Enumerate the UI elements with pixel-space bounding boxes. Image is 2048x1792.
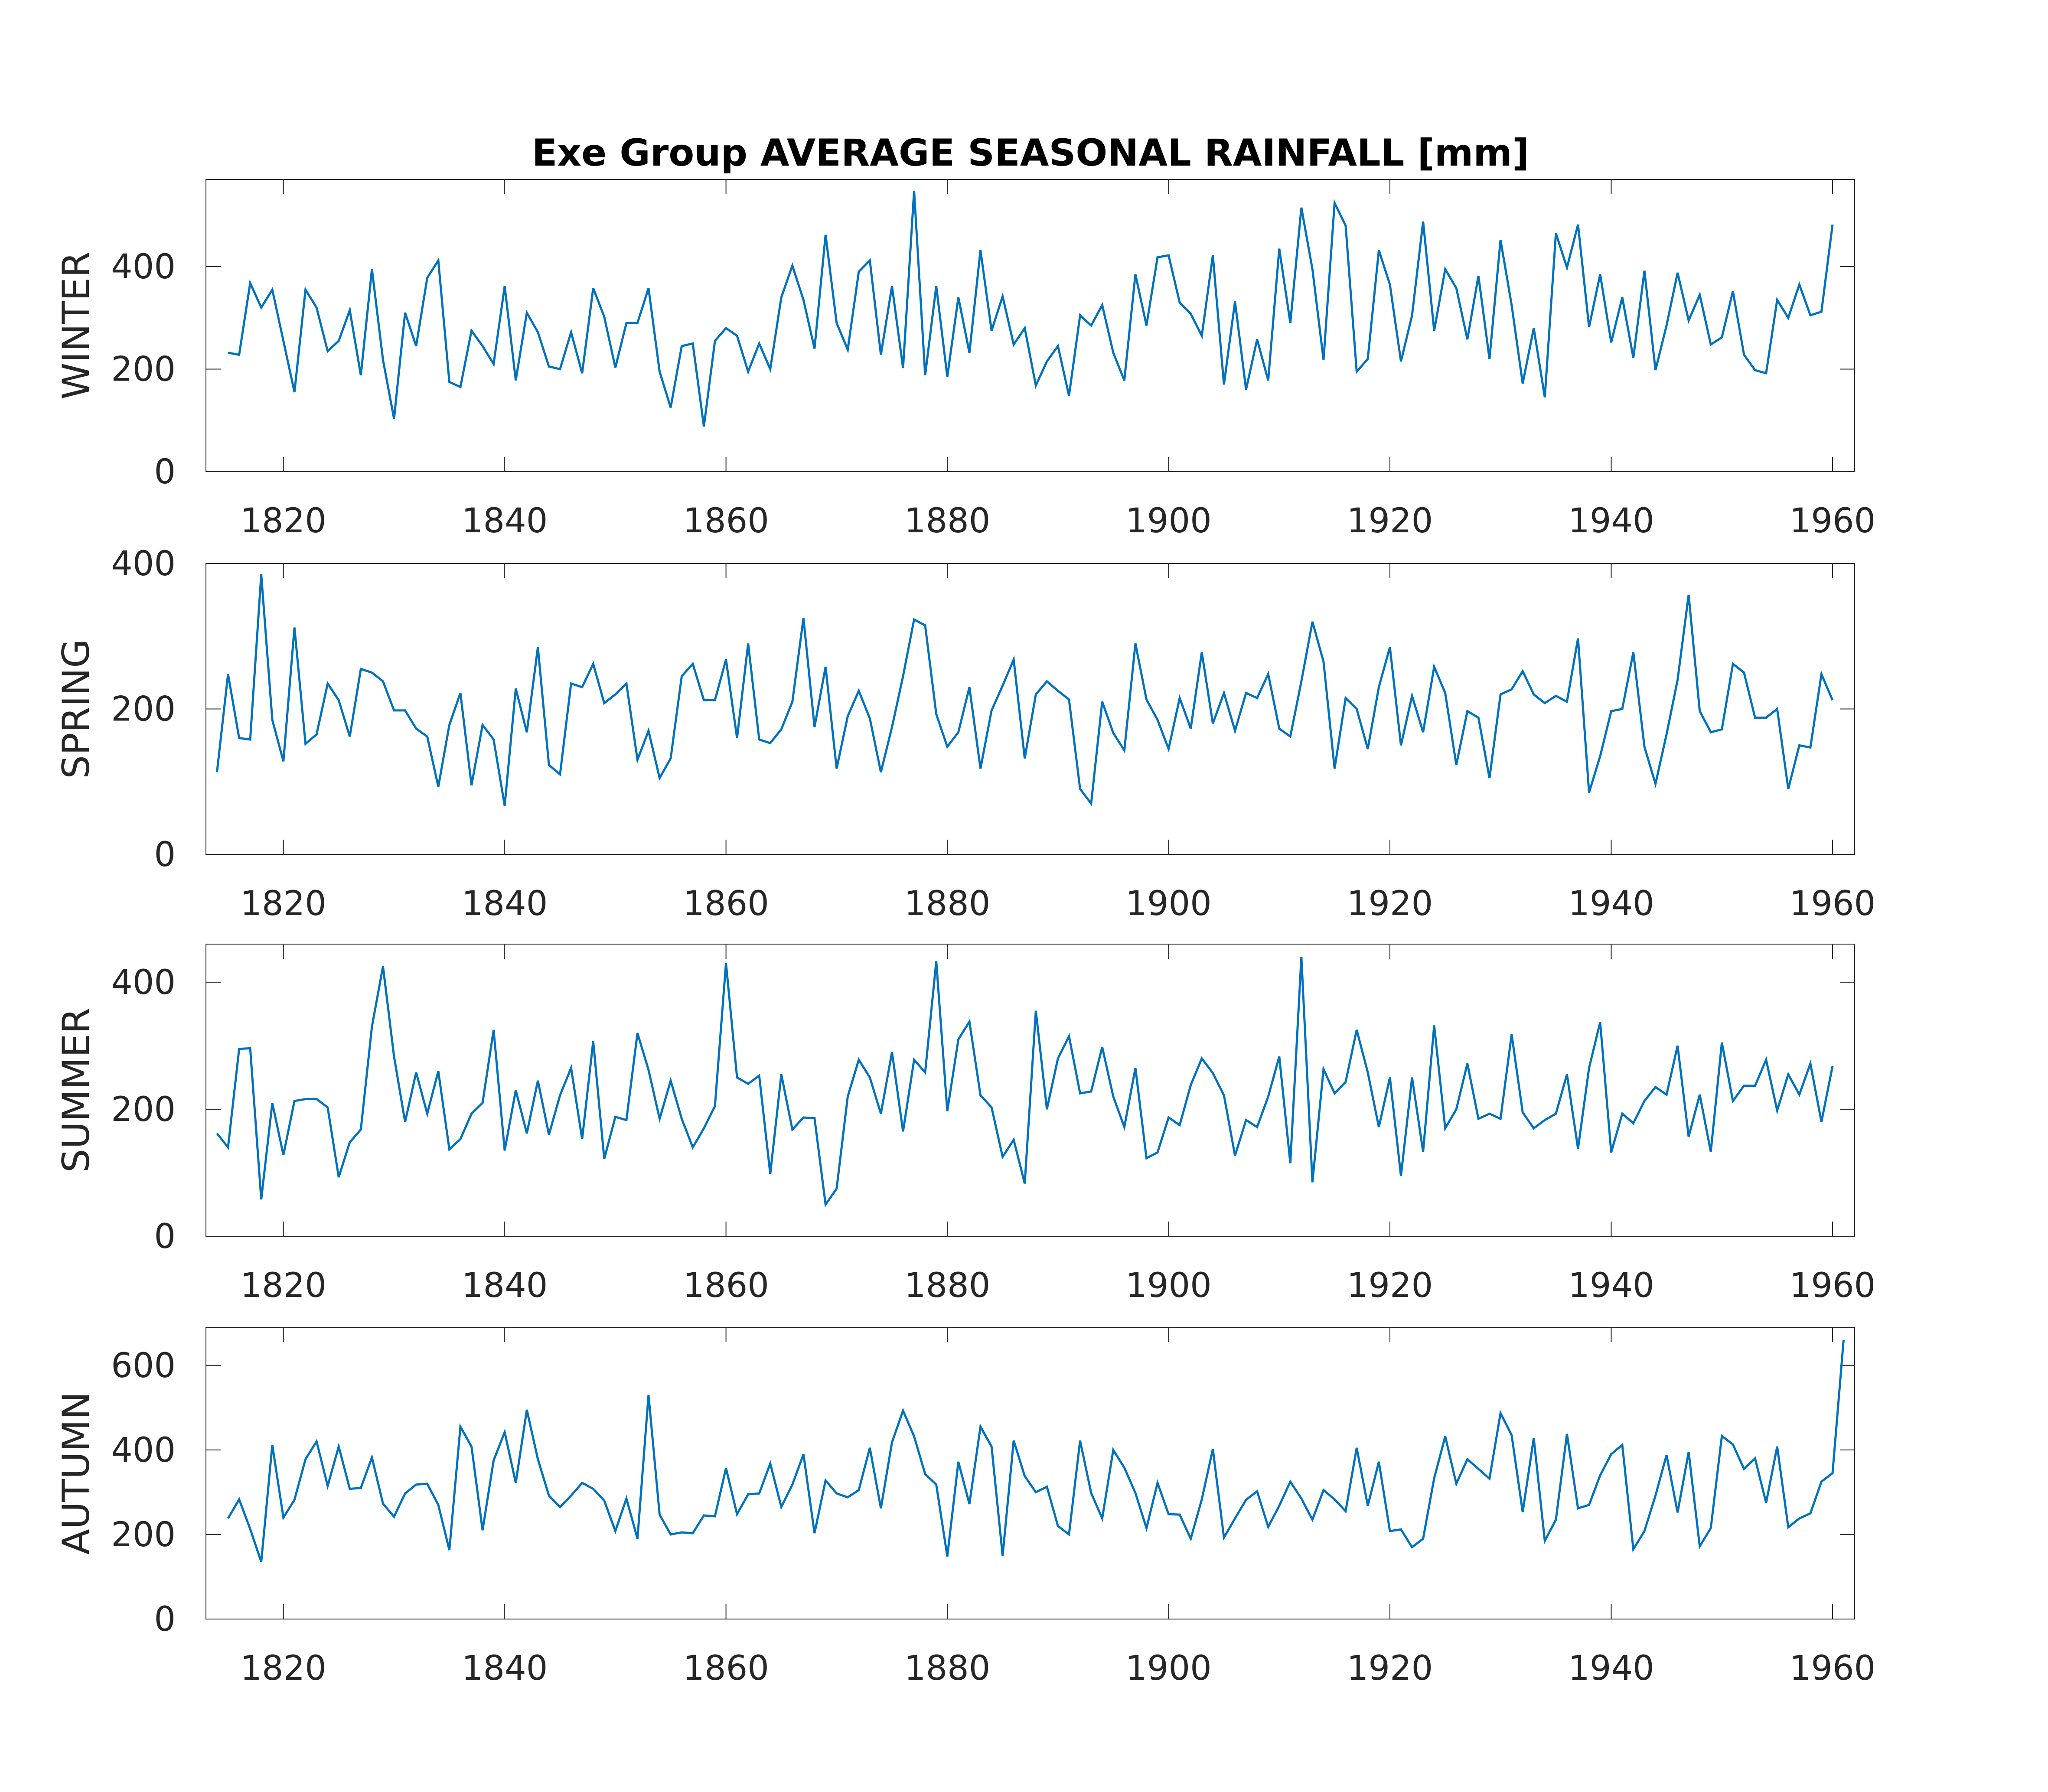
winter-axes-box <box>205 179 1855 472</box>
winter-x-tick-label: 1880 <box>904 502 991 541</box>
summer-x-tick-label: 1880 <box>904 1266 991 1305</box>
spring-x-tick-label: 1880 <box>904 884 991 923</box>
autumn-x-tick-label: 1920 <box>1347 1649 1433 1688</box>
spring-x-tick-label: 1820 <box>240 884 326 923</box>
autumn-y-tick-label: 0 <box>154 1600 176 1639</box>
spring-x-tick-label: 1840 <box>462 884 548 923</box>
summer-panel: 1820 1840 1860 1880 1900 1920 1940 1960 0 200 400 S… <box>55 944 1875 1305</box>
subplot-panels: 1820 1840 1860 1880 1900 1920 1940 1960 0 200 400 W… <box>55 179 1875 1688</box>
spring-y-tick-label: 400 <box>111 544 176 583</box>
autumn-axes-box <box>205 1327 1855 1619</box>
winter-y-tick-label: 400 <box>111 248 176 287</box>
summer-x-tick-label: 1840 <box>462 1266 548 1305</box>
winter-panel: 1820 1840 1860 1880 1900 1920 1940 1960 0 200 400 W… <box>55 179 1875 541</box>
spring-y-tick-label: 0 <box>154 835 176 874</box>
winter-x-tick-label: 1900 <box>1125 502 1212 541</box>
summer-x-tick-label: 1920 <box>1347 1266 1433 1305</box>
spring-y-axis-label: SPRING <box>55 639 98 779</box>
spring-series-line <box>216 574 1834 807</box>
winter-x-tick-label: 1920 <box>1347 502 1433 541</box>
summer-x-tick-label: 1820 <box>240 1266 326 1305</box>
autumn-panel: 1820 1840 1860 1880 1900 1920 1940 1960 0 200 400 6… <box>55 1327 1875 1688</box>
autumn-y-tick-label: 200 <box>111 1515 176 1554</box>
winter-x-tick-label: 1860 <box>683 502 769 541</box>
autumn-y-tick-label: 600 <box>111 1346 176 1385</box>
autumn-x-tick-label: 1940 <box>1568 1649 1654 1688</box>
spring-x-tick-label: 1860 <box>683 884 769 923</box>
spring-panel: 1820 1840 1860 1880 1900 1920 1940 1960 0 200 400 S… <box>55 544 1875 923</box>
winter-x-tick-label: 1840 <box>462 502 548 541</box>
chart-title: Exe Group AVERAGE SEASONAL RAINFALL [mm] <box>532 131 1529 175</box>
autumn-y-tick-label: 400 <box>111 1431 176 1470</box>
summer-y-tick-label: 400 <box>111 963 176 1002</box>
spring-x-tick-label: 1960 <box>1790 884 1876 923</box>
spring-x-tick-label: 1920 <box>1347 884 1433 923</box>
autumn-x-tick-label: 1860 <box>683 1649 769 1688</box>
autumn-y-axis-label: AUTUMN <box>55 1392 98 1555</box>
winter-series-line <box>228 190 1834 427</box>
spring-x-tick-label: 1900 <box>1125 884 1212 923</box>
summer-x-tick-label: 1860 <box>683 1266 769 1305</box>
winter-x-tick-label: 1940 <box>1568 502 1654 541</box>
summer-y-axis-label: SUMMER <box>55 1008 98 1173</box>
summer-axes-box <box>205 944 1855 1237</box>
autumn-x-tick-label: 1840 <box>462 1649 548 1688</box>
summer-y-tick-label: 0 <box>154 1217 176 1256</box>
winter-y-tick-label: 0 <box>154 453 176 492</box>
winter-y-axis-label: WINTER <box>55 251 98 399</box>
winter-x-tick-label: 1820 <box>240 502 326 541</box>
winter-y-tick-label: 200 <box>111 350 176 389</box>
summer-x-tick-label: 1960 <box>1790 1266 1876 1305</box>
spring-y-tick-label: 200 <box>111 690 176 729</box>
autumn-x-tick-label: 1900 <box>1125 1649 1212 1688</box>
autumn-x-tick-label: 1880 <box>904 1649 991 1688</box>
winter-x-tick-label: 1960 <box>1790 502 1876 541</box>
autumn-x-tick-label: 1820 <box>240 1649 326 1688</box>
summer-series-line <box>216 957 1834 1208</box>
summer-x-tick-label: 1940 <box>1568 1266 1654 1305</box>
summer-y-tick-label: 200 <box>111 1090 176 1129</box>
autumn-x-tick-label: 1960 <box>1790 1649 1876 1688</box>
autumn-series-line <box>227 1340 1845 1563</box>
spring-x-tick-label: 1940 <box>1568 884 1654 923</box>
summer-x-tick-label: 1900 <box>1125 1266 1212 1305</box>
